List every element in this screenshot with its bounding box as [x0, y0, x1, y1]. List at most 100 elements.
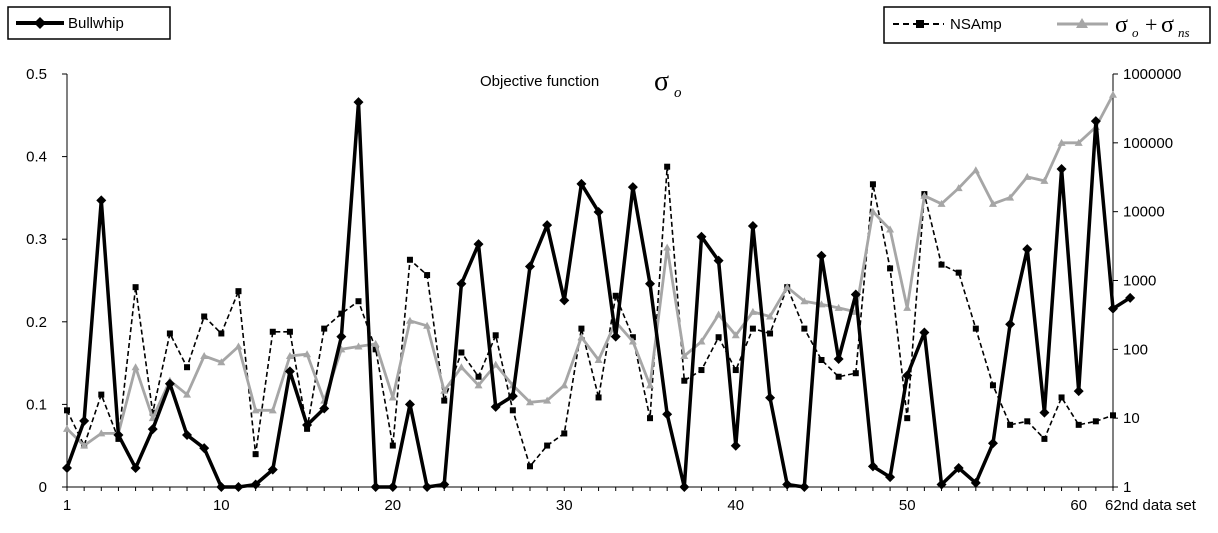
chart-title: Objective function σ o — [480, 66, 682, 101]
x-tick-label: 50 — [899, 497, 916, 514]
data-point — [578, 325, 585, 332]
chart-title-sigma: σ — [654, 66, 669, 97]
data-point — [850, 289, 861, 300]
legend-bullwhip-label: Bullwhip — [68, 15, 124, 32]
data-point — [98, 391, 105, 398]
y-left-tick-label: 0.1 — [26, 396, 47, 413]
data-point — [149, 409, 156, 416]
data-point — [887, 265, 894, 272]
data-point — [818, 356, 825, 363]
data-point — [544, 442, 551, 449]
data-point — [355, 298, 362, 305]
legend-left-box — [7, 6, 171, 40]
data-point — [576, 178, 587, 189]
data-point — [989, 382, 996, 389]
legend-sigma-marker — [1076, 18, 1088, 28]
data-point — [284, 366, 295, 377]
data-point — [833, 353, 844, 364]
data-point — [372, 346, 379, 353]
data-point — [250, 479, 261, 490]
data-point — [816, 250, 827, 261]
data-point — [542, 220, 553, 231]
data-point — [663, 243, 672, 251]
data-point — [698, 367, 705, 374]
data-point — [801, 325, 808, 332]
data-point — [799, 482, 810, 492]
legend-sigma-plus: + — [1145, 12, 1157, 37]
legend-nsamp-marker — [916, 20, 924, 28]
data-point — [184, 364, 191, 371]
data-point — [404, 399, 415, 410]
data-point — [64, 407, 70, 414]
data-point — [767, 330, 774, 337]
data-point — [406, 256, 413, 263]
data-point — [629, 334, 636, 341]
y-right-tick-label: 10000 — [1123, 204, 1165, 221]
data-point — [491, 360, 500, 368]
data-point — [1022, 244, 1033, 255]
series-line — [66, 94, 1115, 447]
series-bullwhip — [62, 97, 1136, 492]
y-left-tick-label: 0 — [39, 479, 47, 496]
data-point — [354, 342, 363, 350]
data-point — [885, 472, 896, 483]
y-left-tick-label: 0.3 — [26, 231, 47, 248]
data-point — [490, 401, 501, 412]
data-point — [628, 337, 637, 345]
y-right-tick-label: 1000 — [1123, 273, 1156, 290]
x-tick-label: 60 — [1070, 497, 1087, 514]
data-point — [560, 381, 569, 389]
data-point — [1092, 418, 1099, 425]
data-point — [970, 477, 981, 488]
data-point — [937, 199, 946, 207]
data-point — [440, 386, 449, 394]
data-point — [199, 443, 210, 454]
data-point — [63, 424, 71, 432]
data-point — [405, 316, 414, 324]
data-point — [1073, 386, 1084, 397]
data-point — [696, 231, 707, 242]
data-point — [731, 331, 740, 339]
data-point — [234, 342, 243, 350]
data-point — [525, 398, 534, 406]
data-point — [269, 328, 276, 335]
data-point — [233, 482, 244, 492]
data-point — [526, 463, 533, 470]
data-point — [388, 393, 397, 401]
y-left-tick-label: 0.2 — [26, 314, 47, 331]
data-point — [441, 397, 448, 404]
data-point — [474, 381, 483, 389]
data-point — [919, 327, 930, 338]
data-point — [612, 292, 619, 299]
x-tick-label: 40 — [727, 497, 744, 514]
data-point — [766, 312, 775, 320]
data-point — [1024, 418, 1031, 425]
data-point — [783, 283, 792, 291]
y-left-tick-label: 0.4 — [26, 149, 47, 166]
data-point — [595, 394, 602, 401]
data-point — [715, 334, 722, 341]
legend-sigma-sub1: o — [1132, 25, 1139, 40]
data-point — [132, 284, 139, 291]
data-point — [62, 463, 72, 474]
legend-sigma-s1: σ — [1115, 12, 1128, 38]
data-point — [732, 367, 739, 374]
data-point — [646, 381, 655, 389]
data-point — [697, 337, 706, 345]
data-point — [1005, 319, 1016, 330]
data-point — [235, 288, 242, 295]
data-point — [543, 396, 552, 404]
data-point — [473, 239, 484, 250]
data-point — [267, 464, 278, 475]
data-point — [216, 482, 227, 492]
data-point — [389, 442, 396, 449]
data-point — [182, 429, 193, 440]
chart-title-sigma-sub: o — [674, 85, 682, 101]
legend-right: NSAmp σ o + σ ns — [883, 6, 1211, 44]
data-point — [1075, 421, 1082, 428]
series-sigma-sum — [63, 90, 1117, 449]
data-point — [164, 378, 175, 389]
chart-title-text: Objective function — [480, 73, 599, 90]
x-tick-label: 30 — [556, 497, 573, 514]
data-point — [610, 331, 621, 342]
